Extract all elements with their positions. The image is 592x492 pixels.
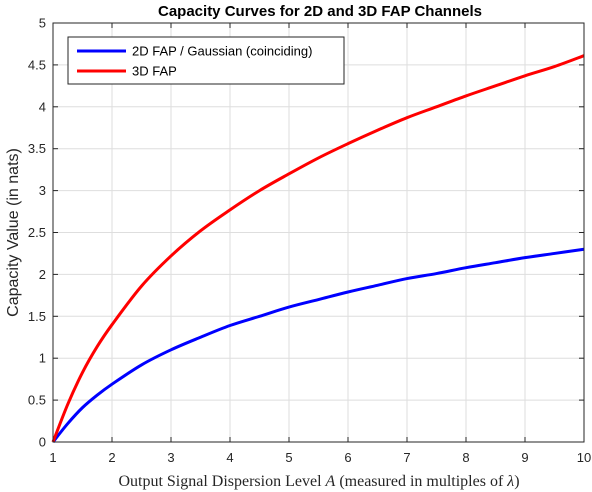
x-axis-label-prefix: Output Signal Dispersion Level <box>118 473 325 490</box>
y-axis-label-group: Capacity Value (in nats) <box>5 148 22 317</box>
grid-lines <box>52 22 585 443</box>
legend-label-3d: 3D FAP <box>132 64 177 79</box>
y-tick-label: 4.5 <box>28 57 46 72</box>
y-tick-label: 1.5 <box>28 309 46 324</box>
y-tick-label: 0.5 <box>28 393 46 408</box>
x-tick-label: 2 <box>108 450 115 465</box>
x-tick-label: 10 <box>577 450 591 465</box>
x-tick-label: 5 <box>285 450 292 465</box>
y-tick-label: 3.5 <box>28 141 46 156</box>
x-tick-label: 6 <box>344 450 351 465</box>
axis-ticks: 1 2 3 4 5 6 7 8 9 10 0 0.5 1 1.5 2 2.5 3 3.5 4 4.5 5 <box>28 16 591 466</box>
legend-box <box>67 36 345 85</box>
chart-title: Capacity Curves for 2D and 3D FAP Channe… <box>158 3 482 20</box>
y-tick-label: 0 <box>39 435 46 450</box>
legend: 2D FAP / Gaussian (coinciding) 3D FAP <box>67 36 345 85</box>
x-tick-label: 7 <box>403 450 410 465</box>
x-tick-label: 1 <box>49 450 56 465</box>
x-axis-label-variable: A <box>325 473 336 490</box>
y-tick-label: 2.5 <box>28 225 46 240</box>
series-line-3d-fap <box>51 54 585 443</box>
x-axis-label-suffix: ) <box>514 473 519 490</box>
x-tick-label: 4 <box>226 450 233 465</box>
y-tick-label: 2 <box>39 267 46 282</box>
y-tick-label: 1 <box>39 351 46 366</box>
y-axis-label: Capacity Value (in nats) <box>5 148 22 317</box>
legend-label-2d: 2D FAP / Gaussian (coinciding) <box>132 44 312 59</box>
y-tick-label: 5 <box>39 16 46 31</box>
x-axis-label: Output Signal Dispersion Level A (measur… <box>118 473 519 490</box>
plot-area: 1 2 3 4 5 6 7 8 9 10 0 0.5 1 1.5 2 2.5 3 3.5 4 4.5 5 <box>28 16 591 466</box>
x-tick-label: 8 <box>462 450 469 465</box>
x-axis-label-middle: (measured in multiples of <box>335 473 507 490</box>
series-line-2d-fap <box>51 247 585 443</box>
x-tick-label: 9 <box>521 450 528 465</box>
series-layer <box>51 54 585 443</box>
x-axis-label-lambda: λ <box>506 473 514 490</box>
y-tick-label: 3 <box>39 183 46 198</box>
x-tick-label: 3 <box>167 450 174 465</box>
y-tick-label: 4 <box>39 99 46 114</box>
